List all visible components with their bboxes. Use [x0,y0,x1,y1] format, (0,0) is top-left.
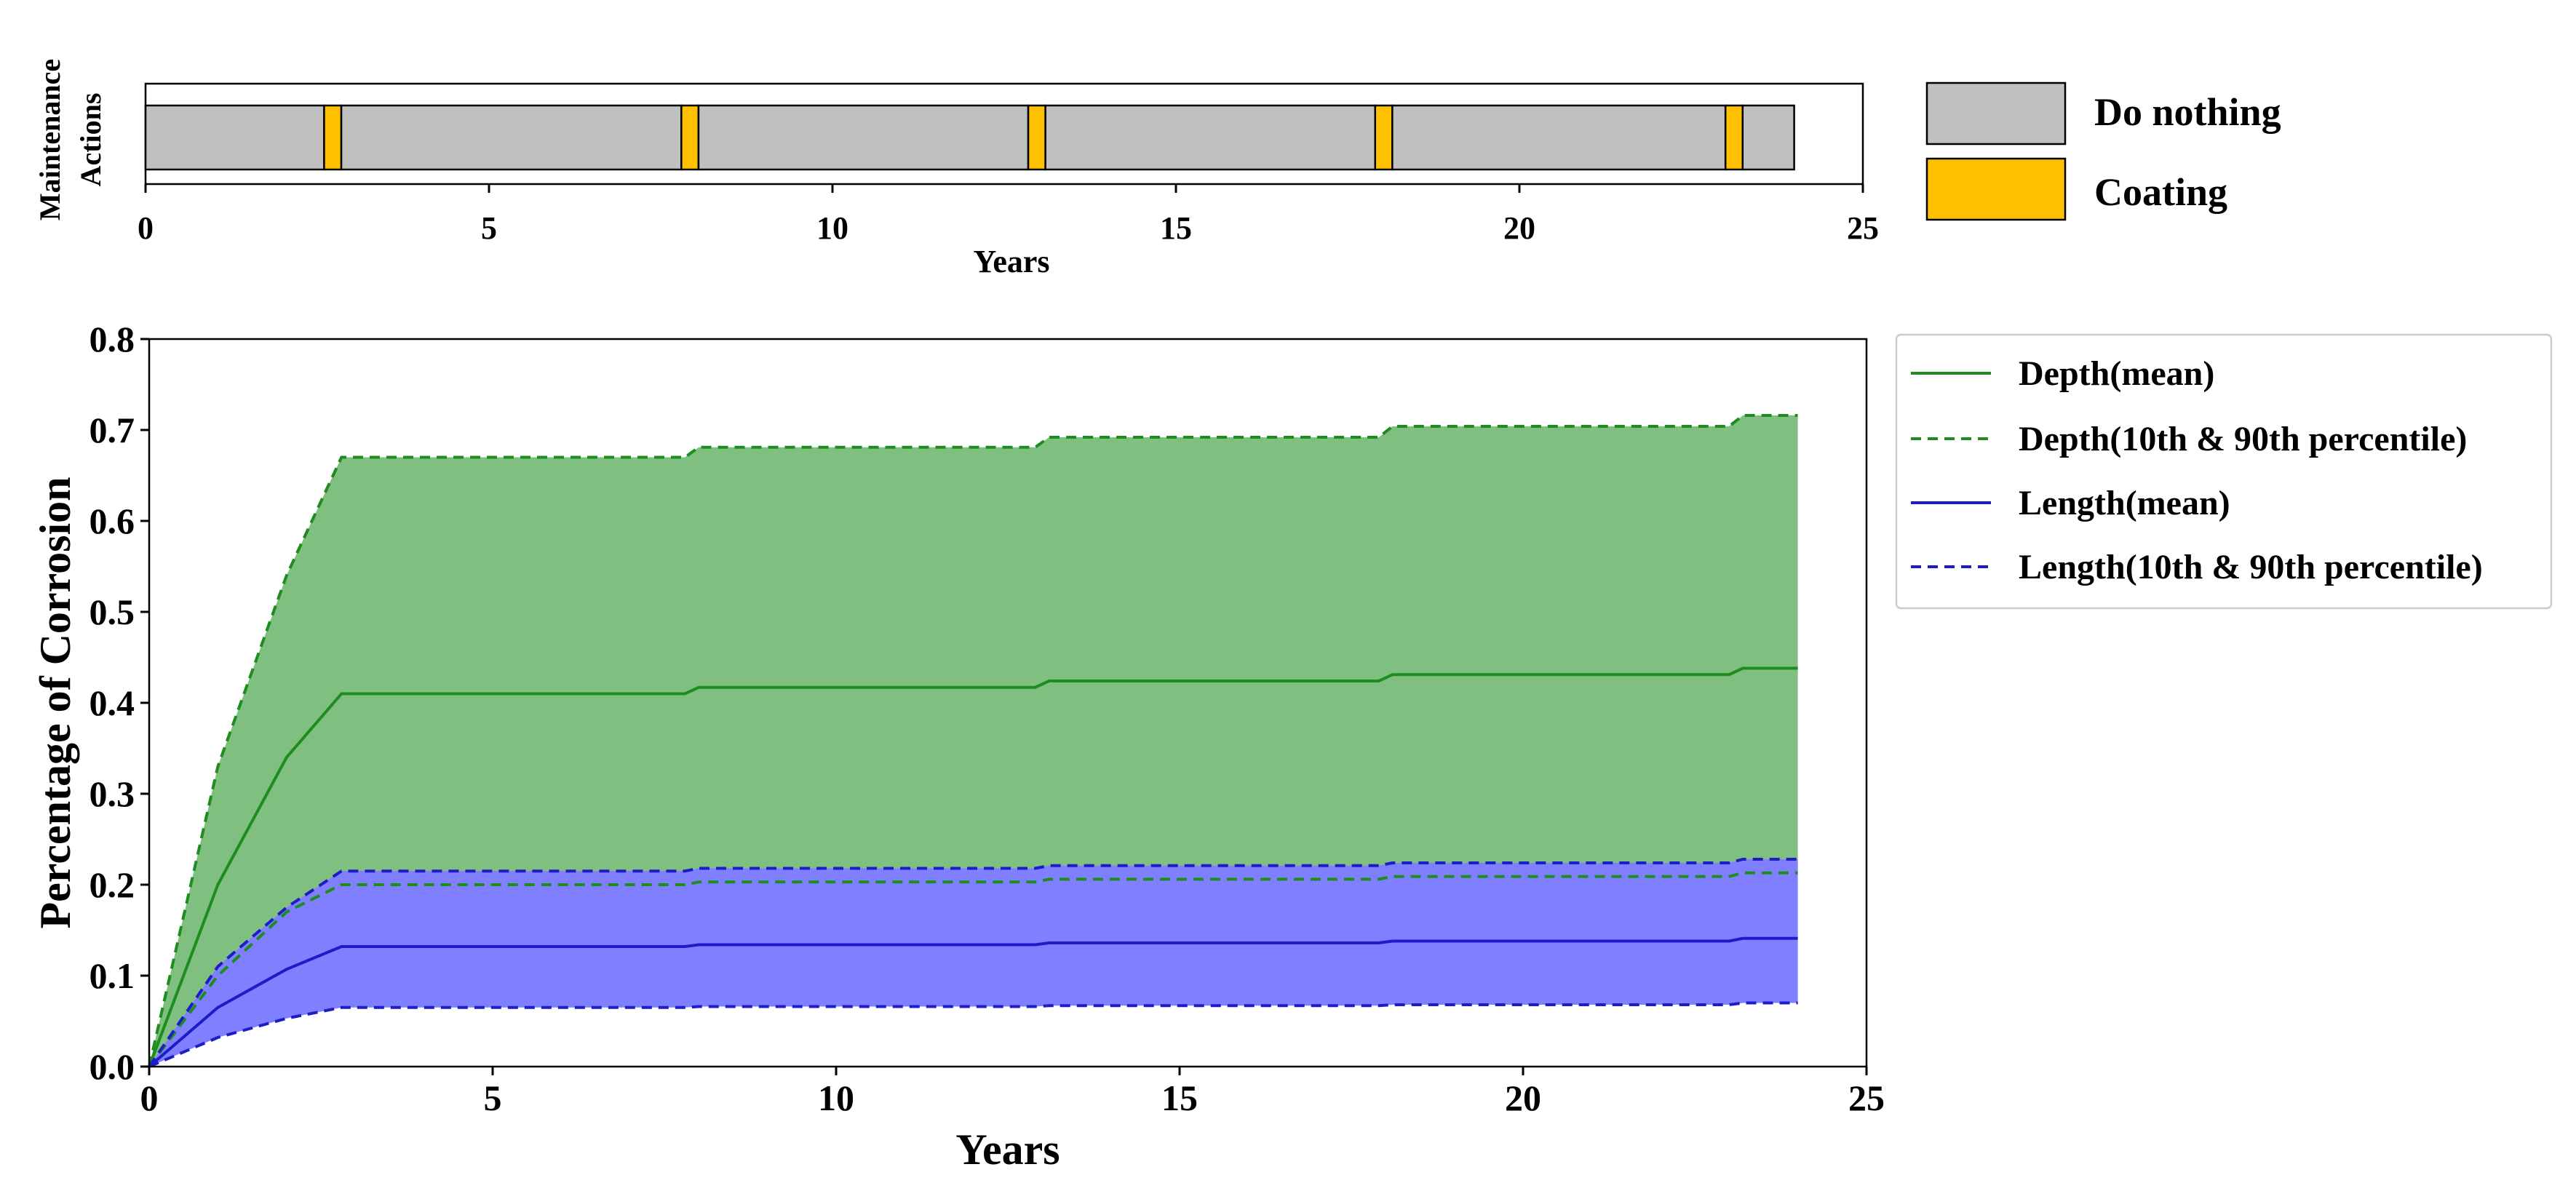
timeline-chart: Maintenance Actions 0 5 10 15 20 25 Years Do … [33,59,2281,279]
main-x-tick-label: 20 [1505,1077,1541,1118]
main-y-tick-label: 0.1 [90,955,135,996]
main-ylabel: Percentage of Corrosion [31,477,79,929]
legend-swatch-do-nothing [1925,81,2067,146]
timeline-segment-coating [323,104,343,171]
timeline-ylabel-line1: Maintenance [33,59,66,220]
timeline-segment-do-nothing [697,104,1030,171]
main-y-tick-label: 0.6 [90,501,135,541]
main-xlabel: Years [955,1126,1060,1174]
timeline-x-tick-label: 15 [1160,210,1192,246]
depth-percentile-band [149,415,1798,1067]
length-mean-line [148,936,1798,1068]
corrosion-chart: 0 5 10 15 20 25 0.0 0.1 0.2 0.3 0.4 0.5 0.6 0.7 0.8 Y… [31,319,2553,1174]
legend-label-do-nothing: Do nothing [2094,90,2281,134]
main-legend-frame [1895,333,2553,610]
main-y-tick-label: 0.2 [90,864,135,905]
main-x-tick-label: 0 [140,1077,159,1118]
legend-label-length-mean: Length(mean) [2019,484,2230,522]
main-y-tick-label: 0.0 [90,1046,135,1087]
timeline-segment-coating [680,104,700,171]
main-y-tick-label: 0.5 [90,591,135,632]
legend-label-depth-percentile: Depth(10th & 90th percentile) [2019,420,2467,458]
length-90th-percentile-line [148,858,1798,1068]
timeline-segment-do-nothing [1044,104,1377,171]
timeline-segment-do-nothing [1391,104,1727,171]
depth-10th-percentile-line [148,871,1798,1068]
timeline-ylabel-line2: Actions [74,93,107,187]
length-percentile-band [149,859,1798,1067]
timeline-segment-coating [1724,104,1744,171]
timeline-segment-do-nothing [340,104,683,171]
legend-label-coating: Coating [2094,170,2227,214]
main-plot-area [148,414,1798,1068]
timeline-x-tick-label: 5 [481,210,497,246]
timeline-segments [144,104,1795,171]
main-x-tick-label: 5 [484,1077,502,1118]
timeline-segment-do-nothing [144,104,325,171]
main-legend: Depth(mean) Depth(10th & 90th percentile… [1895,333,2553,610]
timeline-segment-coating [1374,104,1394,171]
main-y-tick-label: 0.8 [90,319,135,359]
depth-90th-percentile-line [148,414,1798,1067]
main-x-tick-label: 10 [818,1077,854,1118]
main-x-tick-label: 25 [1848,1077,1885,1118]
timeline-x-tick-label: 20 [1503,210,1535,246]
timeline-xlabel: Years [973,244,1049,279]
main-x-tick-label: 15 [1161,1077,1198,1118]
main-y-tick-label: 0.7 [90,410,135,450]
timeline-x-tick-label: 25 [1847,210,1879,246]
timeline-x-tick-label: 0 [138,210,154,246]
timeline-segment-do-nothing [1741,104,1795,171]
legend-label-depth-mean: Depth(mean) [2019,354,2214,393]
timeline-legend: Do nothing Coating [1925,81,2281,221]
main-x-axis: 0 5 10 15 20 25 [140,1067,1885,1118]
timeline-x-axis: 0 5 10 15 20 25 [138,184,1879,246]
legend-swatch-coating [1925,157,2067,221]
depth-mean-line [148,666,1798,1067]
legend-label-length-percentile: Length(10th & 90th percentile) [2019,548,2483,586]
main-y-axis: 0.0 0.1 0.2 0.3 0.4 0.5 0.6 0.7 0.8 [90,319,149,1087]
timeline-segment-coating [1027,104,1046,171]
main-y-tick-label: 0.4 [90,682,135,723]
length-10th-percentile-line [148,1001,1798,1068]
timeline-x-tick-label: 10 [816,210,848,246]
main-y-tick-label: 0.3 [90,773,135,814]
